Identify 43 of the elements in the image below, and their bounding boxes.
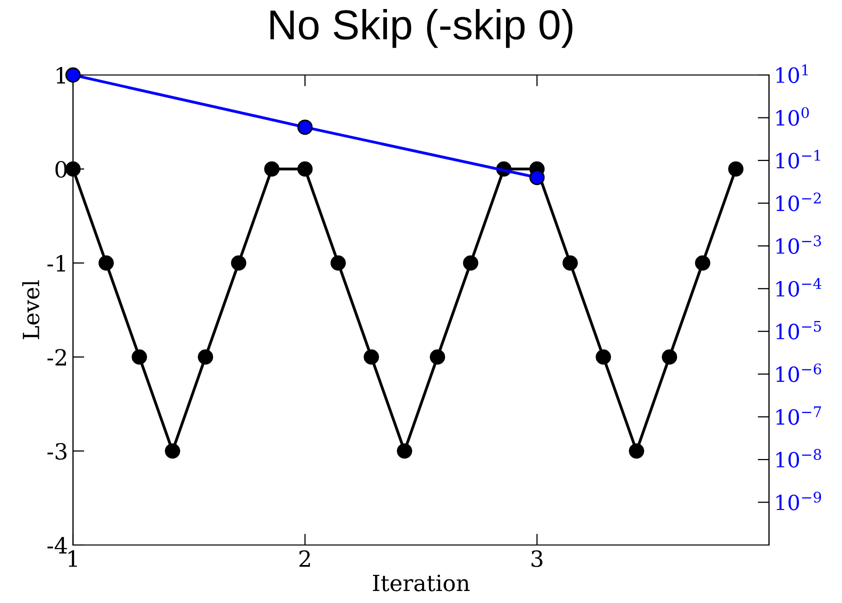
y2-tick-label: 10$^{1}$ (776, 64, 808, 84)
point (98, 255, 114, 271)
y-axis-title: Level (22, 280, 40, 340)
y-tick-label: -2 (47, 348, 66, 366)
point (728, 161, 744, 177)
y2-tick-label: 10$^{−7}$ (776, 406, 822, 425)
y-tick-label: -4 (47, 536, 68, 554)
y2-tick-label: 10$^{−9}$ (776, 492, 822, 510)
y2-tick-label: 10$^{−4}$ (776, 278, 822, 297)
point (396, 443, 412, 459)
point (529, 170, 545, 186)
point (463, 255, 478, 271)
point (65, 67, 81, 83)
y2-tick-label: 10$^{−2}$ (776, 192, 821, 212)
y2-tick-label: 10$^{−6}$ (776, 363, 822, 382)
point (264, 161, 280, 177)
point (330, 255, 346, 271)
y-tick-label: -1 (47, 254, 65, 272)
y2-tick-label: 10$^{−5}$ (776, 320, 821, 340)
chart-title: No Skip (-skip 0) (270, 9, 572, 48)
y-tick-label: -3 (47, 442, 66, 460)
x-tick-label: 2 (299, 550, 310, 567)
point (198, 349, 214, 365)
y2-tick-label: 10$^{0}$ (776, 107, 809, 126)
point (231, 255, 246, 271)
x-axis-title: Iteration (372, 574, 470, 592)
point (132, 349, 147, 365)
x-tick-label: 3 (532, 550, 542, 568)
y2-tick-label: 10$^{−3}$ (776, 235, 821, 254)
point (430, 349, 446, 365)
y2-tick-label: 10$^{−8}$ (776, 448, 822, 468)
point (662, 349, 678, 365)
point (364, 349, 379, 365)
point (596, 349, 611, 365)
point (297, 161, 313, 177)
point (695, 255, 710, 271)
point (628, 443, 644, 459)
y2-tick-label: 10$^{−1}$ (776, 150, 820, 169)
point (65, 161, 81, 177)
y-tick-label: 1 (56, 66, 65, 84)
point (297, 120, 313, 135)
point (562, 255, 578, 271)
point (164, 443, 180, 459)
